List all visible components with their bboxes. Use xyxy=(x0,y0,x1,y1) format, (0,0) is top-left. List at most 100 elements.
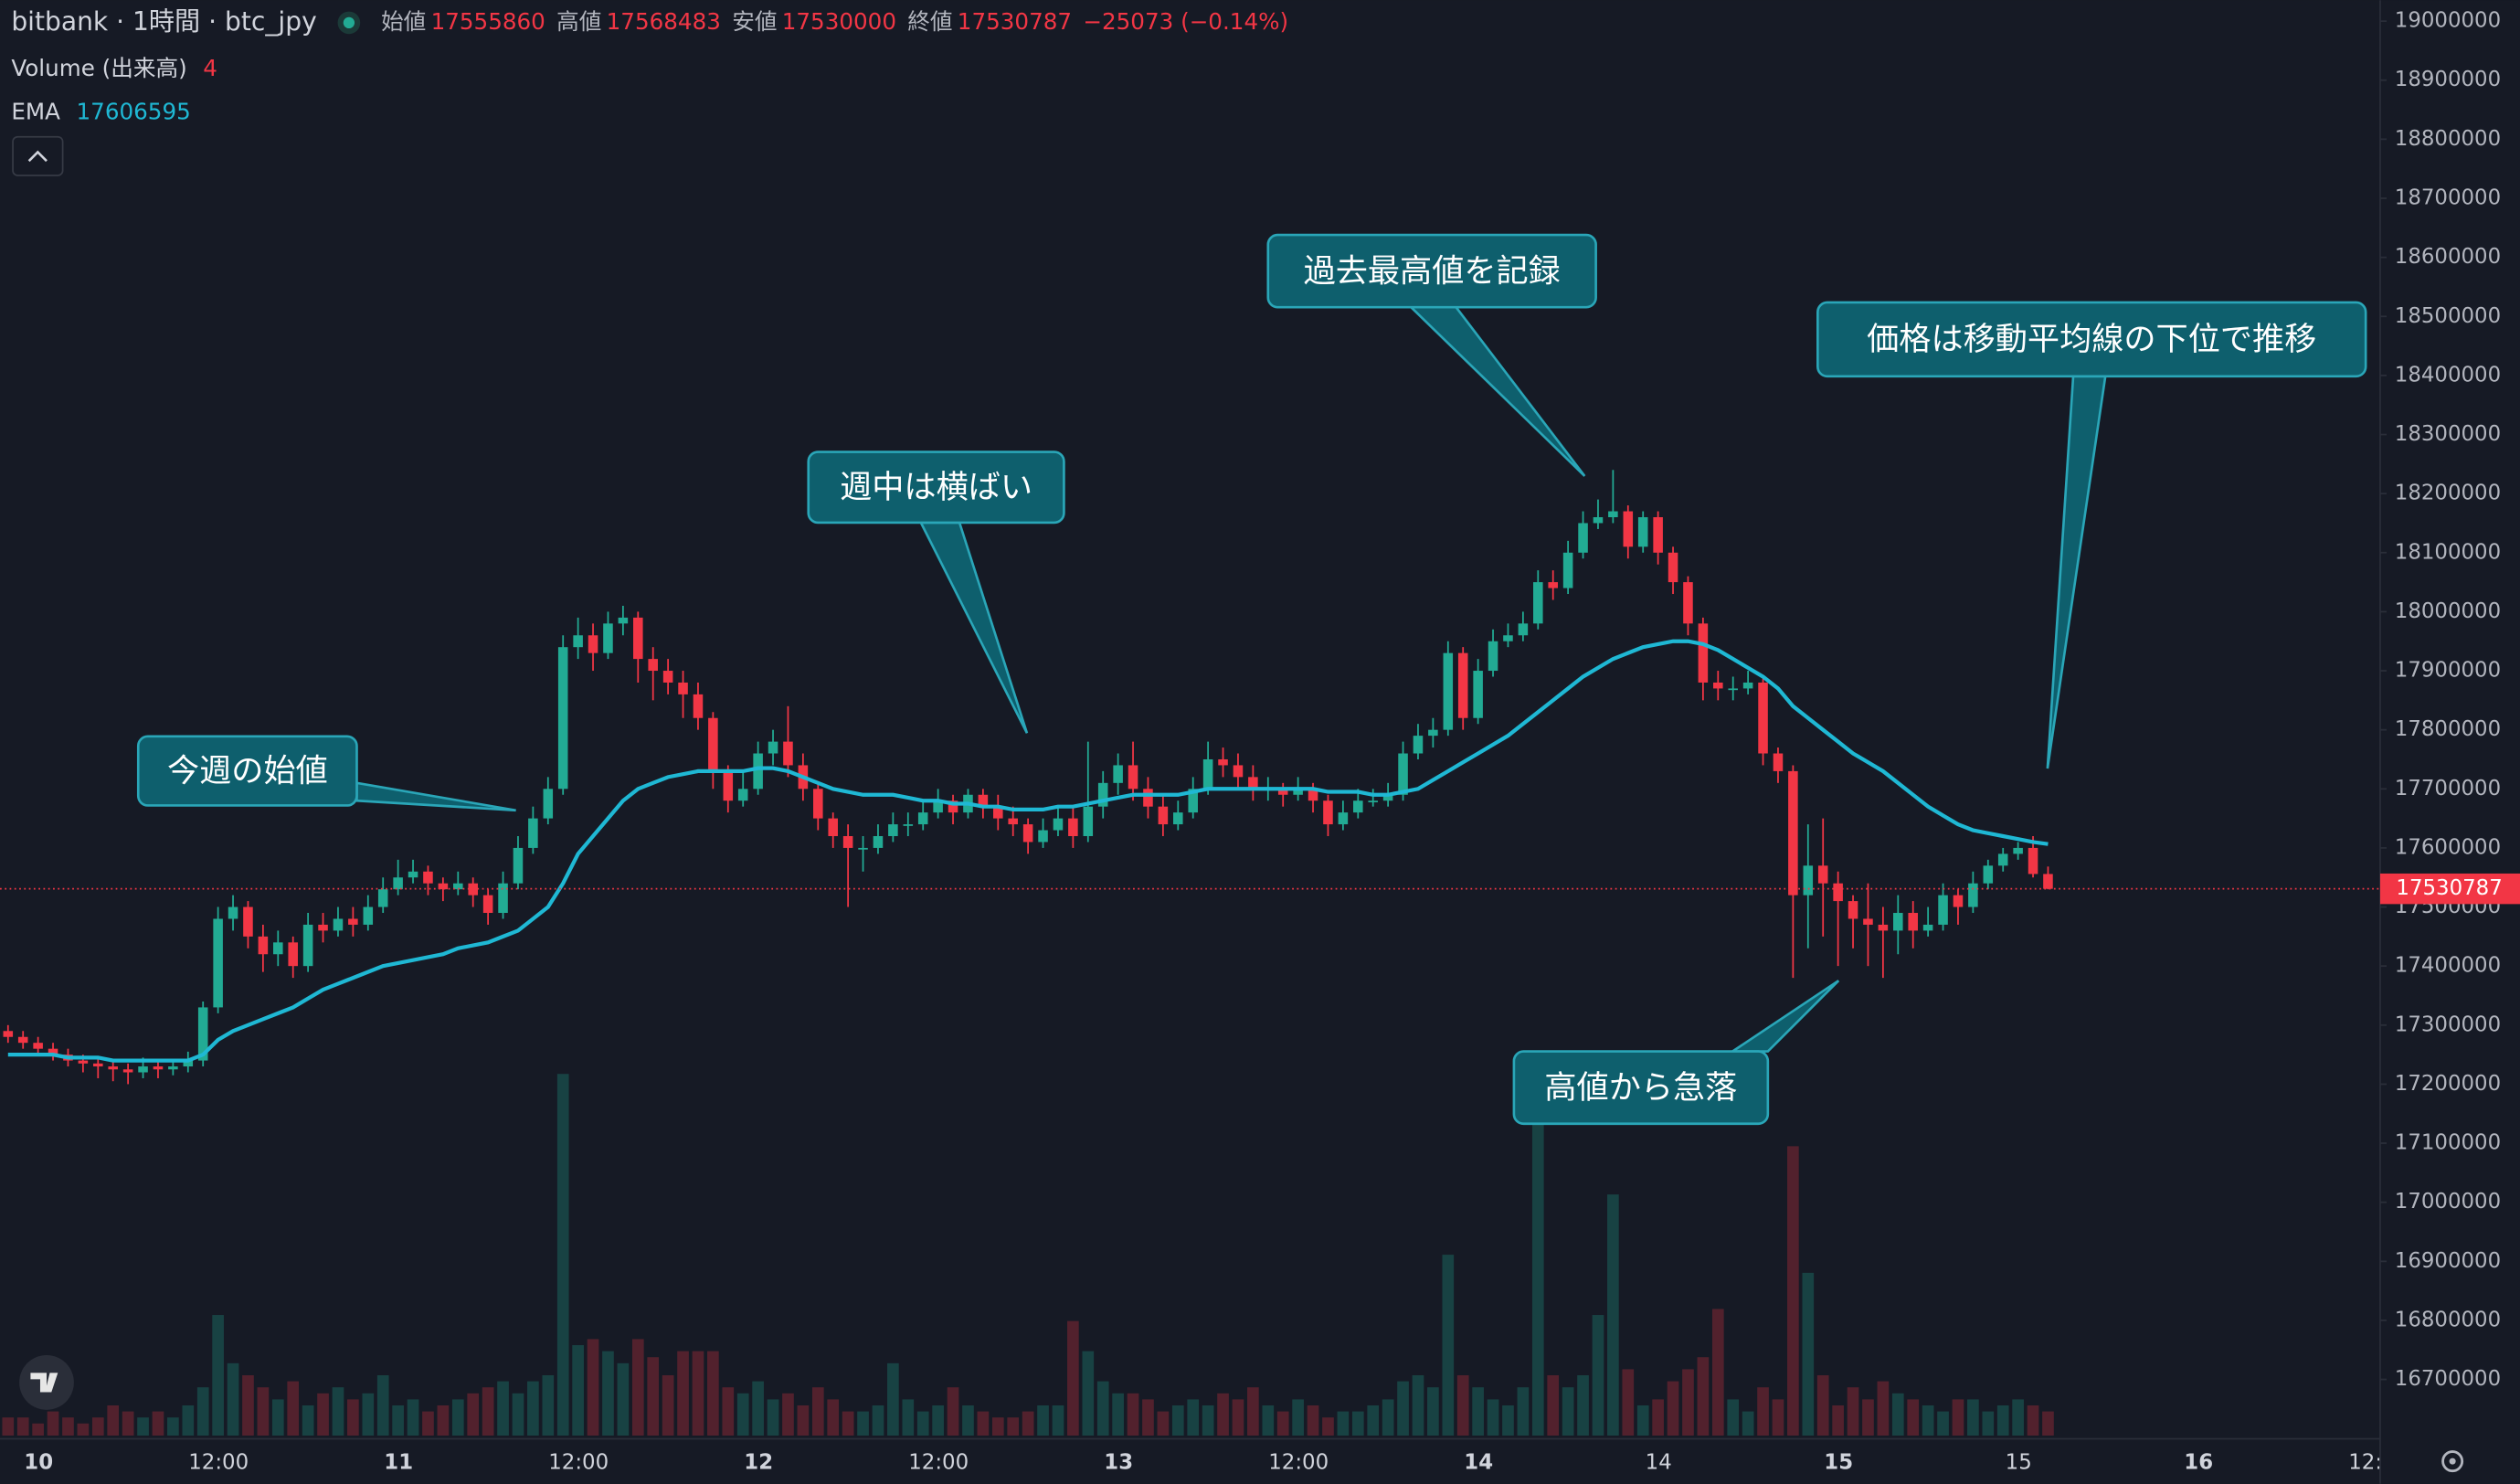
y-tick-label: 17100000 xyxy=(2395,1131,2501,1155)
settings-icon[interactable] xyxy=(2441,1450,2464,1473)
y-tick-label: 16700000 xyxy=(2395,1367,2501,1391)
candle-body xyxy=(498,883,508,914)
volume-bar xyxy=(677,1351,689,1436)
volume-layer xyxy=(2,1074,2054,1436)
x-tick-label: 12:00 xyxy=(1268,1450,1329,1474)
volume-bar xyxy=(572,1345,584,1436)
candle-body xyxy=(842,835,853,848)
volume-bar xyxy=(811,1387,824,1436)
volume-bar xyxy=(467,1393,480,1436)
volume-bar xyxy=(1547,1375,1560,1436)
candle-body xyxy=(978,794,989,807)
volume-bar xyxy=(902,1399,915,1436)
candle-body xyxy=(1398,753,1408,795)
candle-body xyxy=(662,671,673,683)
x-tick-label: 14 xyxy=(1464,1450,1493,1474)
candle-body xyxy=(603,623,613,653)
y-tick-label: 18800000 xyxy=(2395,127,2501,151)
volume-bar xyxy=(122,1411,134,1436)
ohlc-label: 高値 xyxy=(556,8,601,35)
candle-body xyxy=(648,659,658,672)
y-tick-label: 17000000 xyxy=(2395,1190,2501,1214)
low-value: 17530000 xyxy=(782,8,896,35)
candle-body xyxy=(93,1063,103,1067)
candle-body xyxy=(1233,765,1244,778)
volume-bar xyxy=(1322,1417,1334,1436)
volume-bar xyxy=(617,1362,630,1436)
x-tick-label: 12:00 xyxy=(548,1450,609,1474)
volume-bar xyxy=(347,1399,359,1436)
candle-body xyxy=(557,647,568,790)
candle-body xyxy=(723,770,734,801)
candle-body xyxy=(933,800,943,813)
candle-body xyxy=(1562,552,1573,588)
volume-bar xyxy=(77,1423,90,1436)
volume-bar xyxy=(947,1387,959,1436)
candle-body xyxy=(438,883,449,890)
candle-body xyxy=(1128,765,1138,790)
volume-bar xyxy=(1742,1411,1754,1436)
volume-bar xyxy=(1022,1411,1034,1436)
candle-body xyxy=(1083,806,1094,836)
y-tick-label: 16900000 xyxy=(2395,1249,2501,1273)
volume-bar xyxy=(107,1404,120,1436)
volume-bar xyxy=(91,1417,104,1436)
volume-bar xyxy=(1037,1404,1049,1436)
volume-label: Volume (出来高) xyxy=(11,55,186,81)
logo-mark xyxy=(30,1373,58,1393)
volume-bar xyxy=(1682,1369,1694,1436)
x-tick-label: 15 xyxy=(1824,1450,1853,1474)
callout-box xyxy=(1512,1050,1770,1126)
candle-body xyxy=(1938,895,1948,925)
settings-icon-dot xyxy=(2449,1458,2456,1465)
candle-body xyxy=(917,812,928,825)
volume-bar xyxy=(1171,1404,1184,1436)
callout-text: 価格は移動平均線の下位で推移 xyxy=(1867,321,2316,358)
y-tick-label: 18700000 xyxy=(2395,186,2501,210)
candle-body xyxy=(1683,582,1693,624)
candle-body xyxy=(183,1060,194,1067)
candle-body xyxy=(1863,918,1873,925)
volume-bar xyxy=(991,1417,1004,1436)
callout-box xyxy=(136,735,358,807)
last-price-box xyxy=(2379,873,2520,905)
ohlc-label: 始値 xyxy=(381,8,426,35)
candle-body xyxy=(693,694,704,718)
volume-bar xyxy=(662,1375,674,1436)
candle-body xyxy=(423,871,433,884)
volume-bar xyxy=(1427,1387,1439,1436)
candle-body xyxy=(708,717,718,771)
header: bitbank · 1時間 · btc_jpy 始値 17555860 高値 17568… xyxy=(11,6,1288,125)
candle-body xyxy=(482,895,493,914)
candle-body xyxy=(1788,770,1798,896)
x-tick-label: 13 xyxy=(1104,1450,1133,1474)
callout-text: 今週の始値 xyxy=(167,752,328,790)
volume-bar xyxy=(362,1393,375,1436)
collapse-button[interactable] xyxy=(12,135,64,176)
last-price-label: 17530787 xyxy=(2396,876,2502,900)
volume-bar xyxy=(1442,1255,1455,1436)
candle-body xyxy=(573,635,583,648)
candle-body xyxy=(768,741,778,754)
volume-bar xyxy=(707,1351,719,1436)
y-tick-label: 17300000 xyxy=(2395,1012,2501,1036)
candle-body xyxy=(1893,913,1903,931)
volume-bar xyxy=(437,1404,450,1436)
candle-body xyxy=(1308,789,1318,801)
candle-body xyxy=(1338,812,1349,825)
y-tick-label: 18300000 xyxy=(2395,422,2501,446)
volume-bar xyxy=(887,1362,899,1436)
volume-bar xyxy=(1982,1411,1995,1436)
candle-body xyxy=(1488,641,1498,672)
candle-body xyxy=(17,1036,28,1044)
volume-bar xyxy=(1232,1399,1244,1436)
candle-body xyxy=(1457,652,1468,718)
candle-body xyxy=(2028,847,2038,874)
volume-bar xyxy=(1202,1404,1214,1436)
volume-bar xyxy=(842,1411,854,1436)
volume-bar xyxy=(527,1381,539,1436)
candle-body xyxy=(888,824,898,836)
candle-body xyxy=(1548,582,1558,588)
candle-body xyxy=(618,617,629,624)
y-tick-label: 18500000 xyxy=(2395,304,2501,328)
